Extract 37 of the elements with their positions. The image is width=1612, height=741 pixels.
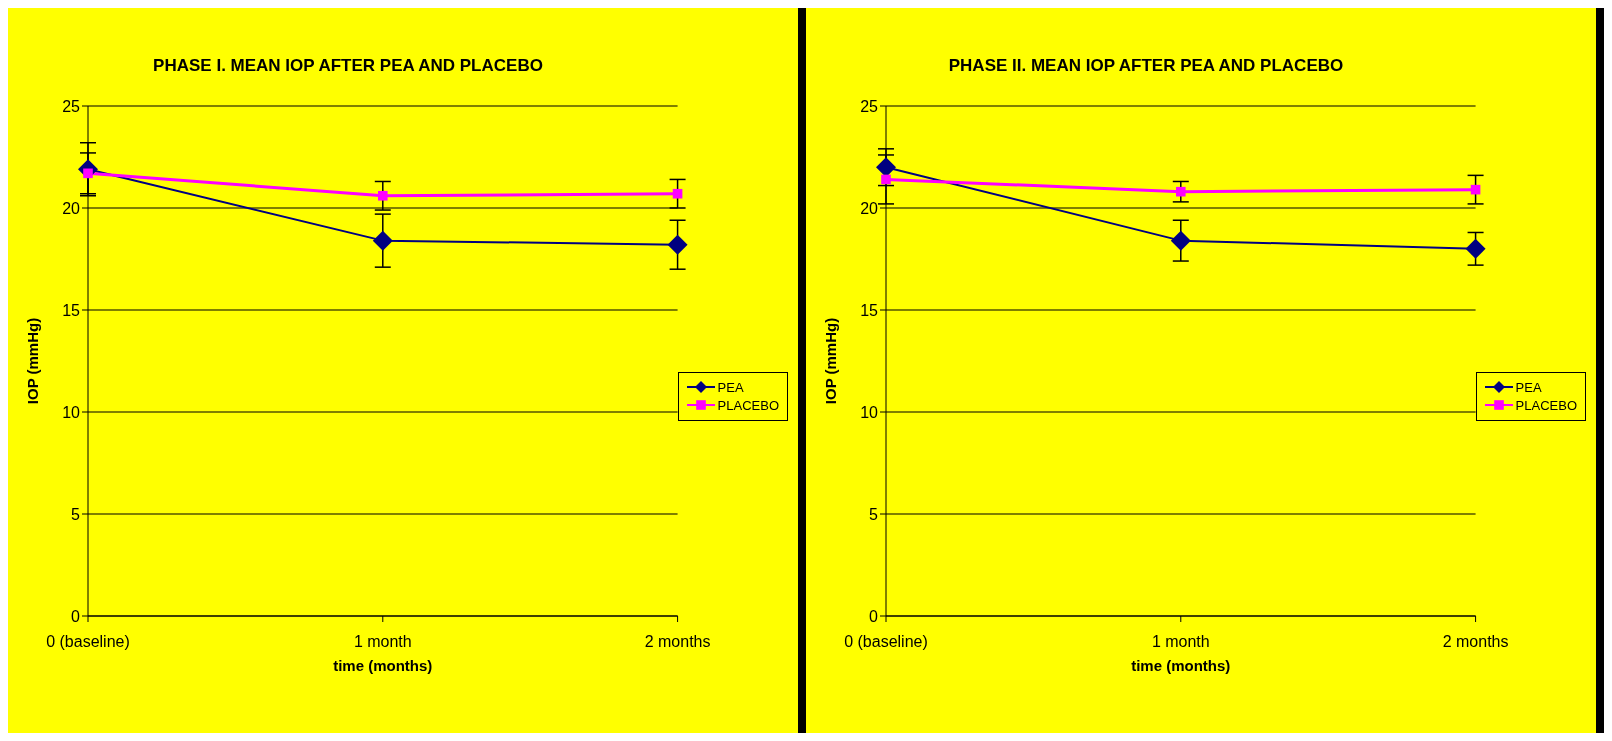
point — [876, 157, 896, 178]
point — [881, 174, 891, 185]
point — [377, 190, 388, 201]
y-tick-label: 20 — [860, 199, 879, 217]
chart-title: PHASE I. MEAN IOP AFTER PEA AND PLACEBO — [152, 55, 544, 76]
y-tick-label: 25 — [62, 97, 81, 115]
y-tick-label: 5 — [869, 505, 879, 523]
x-axis-title: time (months) — [1131, 657, 1231, 674]
legend-label: PEA — [1515, 379, 1542, 395]
y-tick-label: 15 — [62, 301, 81, 319]
legend-label: PLACEBO — [1515, 397, 1577, 413]
point — [1175, 186, 1186, 197]
y-tick-label: 0 — [71, 607, 81, 625]
x-tick-label: 1 month — [1151, 633, 1210, 651]
chart-title: PHASE II. MEAN IOP AFTER PEA AND PLACEBO — [947, 55, 1345, 76]
legend-label: PEA — [717, 379, 744, 395]
x-tick-label: 2 months — [1442, 633, 1509, 651]
y-tick-label: 5 — [71, 505, 81, 523]
y-tick-label: 10 — [62, 403, 81, 421]
x-tick-label: 2 months — [644, 633, 711, 651]
point — [1465, 238, 1486, 259]
y-tick-label: 10 — [860, 403, 879, 421]
x-tick-label: 0 (baseline) — [844, 633, 928, 651]
y-tick-label: 15 — [860, 301, 879, 319]
x-tick-label: 1 month — [353, 633, 412, 651]
x-axis-title: time (months) — [333, 657, 433, 674]
y-axis-title: IOP (mmHg) — [822, 317, 840, 405]
point — [1170, 230, 1191, 251]
point — [672, 188, 683, 199]
legend-label: PLACEBO — [717, 397, 779, 413]
y-tick-label: 20 — [62, 199, 81, 217]
y-tick-label: 0 — [869, 607, 879, 625]
x-tick-label: 0 (baseline) — [46, 633, 130, 651]
point — [667, 234, 688, 255]
y-tick-label: 25 — [860, 97, 879, 115]
point — [372, 230, 393, 251]
y-axis-title: IOP (mmHg) — [24, 317, 42, 405]
